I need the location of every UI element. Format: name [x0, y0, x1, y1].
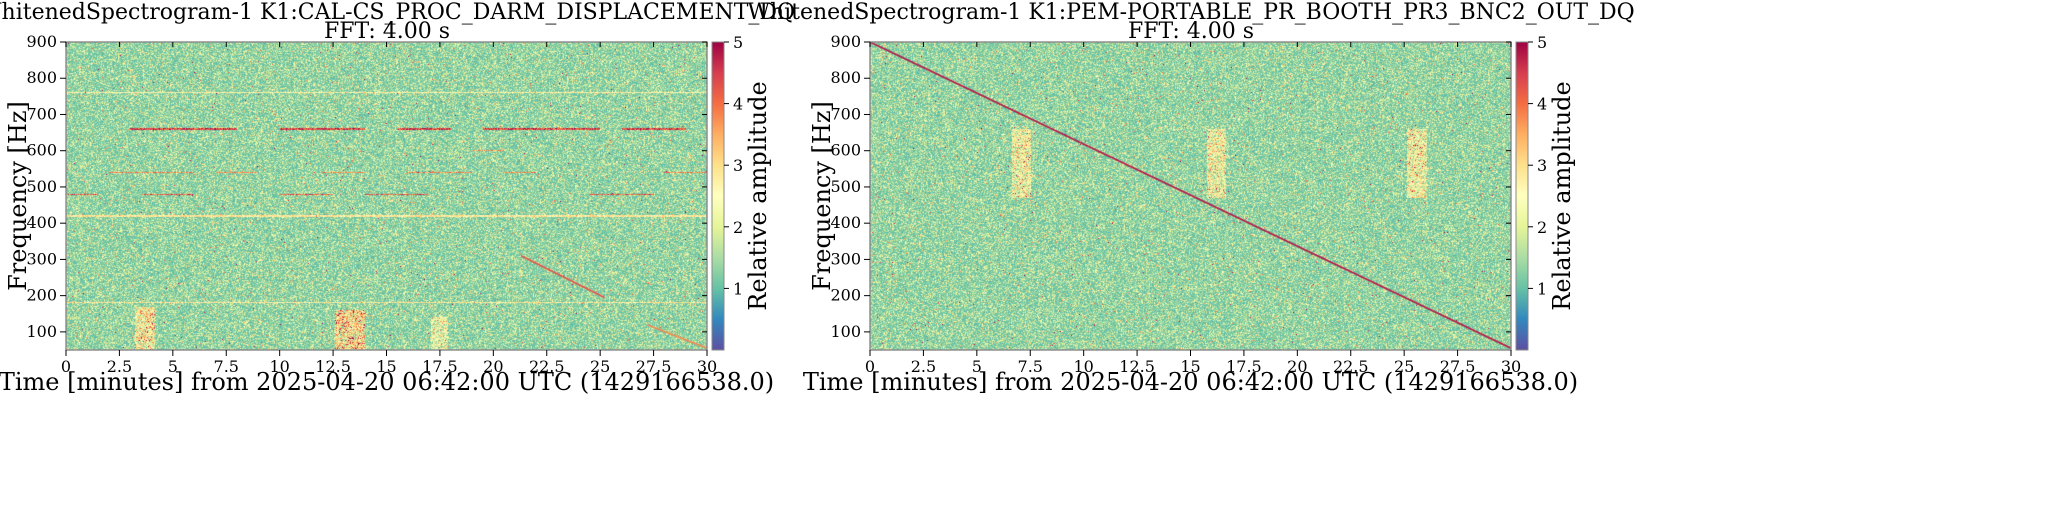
- x-tick-label: 15: [376, 357, 396, 376]
- y-tick-label: 400: [26, 213, 57, 232]
- y-tick-label: 700: [26, 104, 57, 123]
- y-tick-label: 600: [26, 141, 57, 160]
- y-tick-label: 800: [830, 68, 861, 87]
- x-tick-label: 22.5: [529, 357, 565, 376]
- x-tick-label: 7.5: [214, 357, 239, 376]
- x-tick-label: 30: [1501, 357, 1521, 376]
- colorbar-label: Relative amplitude: [744, 81, 772, 310]
- x-tick-label: 5: [168, 357, 178, 376]
- colorbar-tick-label: 2: [733, 218, 743, 237]
- x-tick-label: 22.5: [1333, 357, 1369, 376]
- x-tick-label: 12.5: [315, 357, 351, 376]
- x-tick-label: 15: [1180, 357, 1200, 376]
- y-tick-label: 100: [26, 322, 57, 341]
- chart-title: WhitenedSpectrogram-1 K1:PEM-PORTABLE_PR…: [747, 0, 1634, 25]
- spectrogram-canvas: [870, 42, 1511, 350]
- chart-title: WhitenedSpectrogram-1 K1:CAL-CS_PROC_DAR…: [0, 0, 795, 25]
- y-tick-label: 200: [26, 286, 57, 305]
- x-tick-label: 0: [865, 357, 875, 376]
- y-axis-label: Frequency [Hz]: [4, 101, 32, 291]
- y-tick-label: 100: [830, 322, 861, 341]
- x-tick-label: 25: [1394, 357, 1414, 376]
- chart-subtitle: FFT: 4.00 s: [324, 19, 450, 44]
- x-tick-label: 5: [972, 357, 982, 376]
- y-tick-label: 200: [830, 286, 861, 305]
- x-tick-label: 12.5: [1119, 357, 1155, 376]
- y-tick-label: 600: [830, 141, 861, 160]
- spectrogram-image: [870, 42, 1511, 350]
- colorbar-label: Relative amplitude: [1548, 81, 1576, 310]
- y-tick-label: 900: [26, 32, 57, 51]
- x-tick-label: 2.5: [107, 357, 132, 376]
- y-tick-label: 300: [830, 249, 861, 268]
- y-tick-label: 500: [830, 177, 861, 196]
- x-tick-label: 7.5: [1018, 357, 1043, 376]
- colorbar-tick-label: 2: [1537, 218, 1547, 237]
- colorbar-tick-label: 4: [1537, 95, 1547, 114]
- x-tick-label: 17.5: [422, 357, 458, 376]
- x-tick-label: 20: [1287, 357, 1307, 376]
- colorbar-tick-label: 1: [1537, 279, 1547, 298]
- x-axis-label: Time [minutes] from 2025-04-20 06:42:00 …: [803, 368, 1578, 396]
- x-tick-label: 17.5: [1226, 357, 1262, 376]
- colorbar-tick-label: 5: [1537, 33, 1547, 52]
- colorbar-tick-label: 4: [733, 95, 743, 114]
- x-tick-label: 10: [1073, 357, 1093, 376]
- colorbar-tick-label: 1: [733, 279, 743, 298]
- x-tick-label: 27.5: [636, 357, 672, 376]
- x-tick-label: 10: [269, 357, 289, 376]
- chart-panel-1: WhitenedSpectrogram-1 K1:CAL-CS_PROC_DAR…: [0, 0, 795, 396]
- y-tick-label: 700: [830, 104, 861, 123]
- x-tick-label: 2.5: [911, 357, 936, 376]
- chart-subtitle: FFT: 4.00 s: [1128, 19, 1254, 44]
- y-tick-label: 400: [830, 213, 861, 232]
- spectrogram-image: [66, 42, 707, 350]
- colorbar-tick-label: 3: [733, 156, 743, 175]
- y-tick-label: 800: [26, 68, 57, 87]
- y-tick-label: 500: [26, 177, 57, 196]
- colorbar: [711, 41, 725, 351]
- colorbar: [1515, 41, 1529, 351]
- x-axis-label: Time [minutes] from 2025-04-20 06:42:00 …: [0, 368, 774, 396]
- y-axis-label: Frequency [Hz]: [808, 101, 836, 291]
- colorbar-tick-label: 5: [733, 33, 743, 52]
- x-tick-label: 25: [590, 357, 610, 376]
- x-tick-label: 0: [61, 357, 71, 376]
- colorbar-tick-label: 3: [1537, 156, 1547, 175]
- chart-panel-2: WhitenedSpectrogram-1 K1:PEM-PORTABLE_PR…: [747, 0, 1634, 396]
- x-tick-label: 30: [697, 357, 717, 376]
- y-tick-label: 300: [26, 249, 57, 268]
- x-tick-label: 20: [483, 357, 503, 376]
- y-tick-label: 900: [830, 32, 861, 51]
- x-tick-label: 27.5: [1440, 357, 1476, 376]
- spectrogram-canvas: [66, 42, 707, 350]
